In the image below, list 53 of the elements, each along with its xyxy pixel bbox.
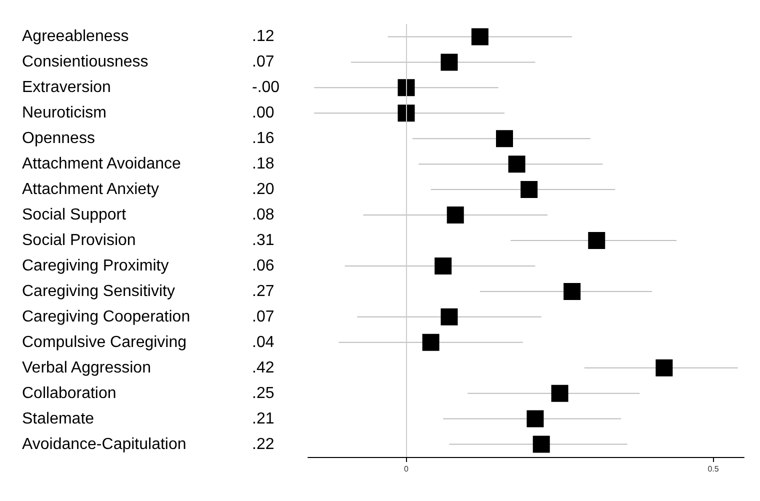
data-label: .08 [252,206,274,224]
point [588,232,606,249]
data-label: .06 [252,257,274,274]
data-label: .21 [252,410,274,428]
data-label: .07 [252,54,274,71]
data-label: .12 [252,28,274,46]
point [532,436,550,453]
point [471,28,488,46]
y-tick-label: Caregiving Sensitivity [22,282,175,300]
point [422,334,440,351]
point [520,181,538,198]
y-tick-label: Neuroticism [22,104,106,122]
data-label: .20 [252,181,274,198]
x-tick-label: 0.5 [708,464,720,474]
y-tick-label: Verbal Aggression [22,359,151,376]
data-label: .07 [252,308,274,326]
point [440,54,458,71]
point [508,156,526,173]
y-tick-label: Agreeableness [22,28,129,46]
y-tick-label: Social Provision [22,232,136,249]
y-tick-label: Stalemate [22,410,94,428]
point [440,308,458,326]
point [496,130,514,148]
y-tick-label: Openness [22,130,95,148]
x-tick-label: 0 [404,464,410,474]
data-label: .18 [252,156,274,173]
data-label: .31 [252,232,274,249]
y-tick-label: Caregiving Proximity [22,257,169,274]
data-label: .16 [252,130,274,148]
point [526,410,544,428]
data-label: .22 [252,436,274,453]
point [564,282,581,300]
y-tick-label: Attachment Avoidance [22,156,182,173]
point [398,79,415,96]
data-label: .04 [252,334,274,351]
point [656,359,673,376]
point [434,257,452,274]
data-label: .42 [252,359,274,376]
data-label: -.00 [252,79,280,96]
y-tick-label: Consientiousness [22,54,148,71]
y-tick-label: Attachment Anxiety [22,181,159,198]
y-tick-label: Avoidance-Capitulation [22,436,186,453]
y-tick-label: Extraversion [22,79,111,96]
y-tick-label: Social Support [22,206,127,224]
point [446,206,464,224]
point [551,384,568,402]
y-tick-label: Caregiving Cooperation [22,308,190,326]
y-tick-label: Collaboration [22,384,116,402]
point [398,104,415,122]
data-label: .00 [252,104,274,122]
data-label: .25 [252,384,274,402]
y-tick-label: Compulsive Caregiving [22,334,187,351]
data-label: .27 [252,282,274,300]
